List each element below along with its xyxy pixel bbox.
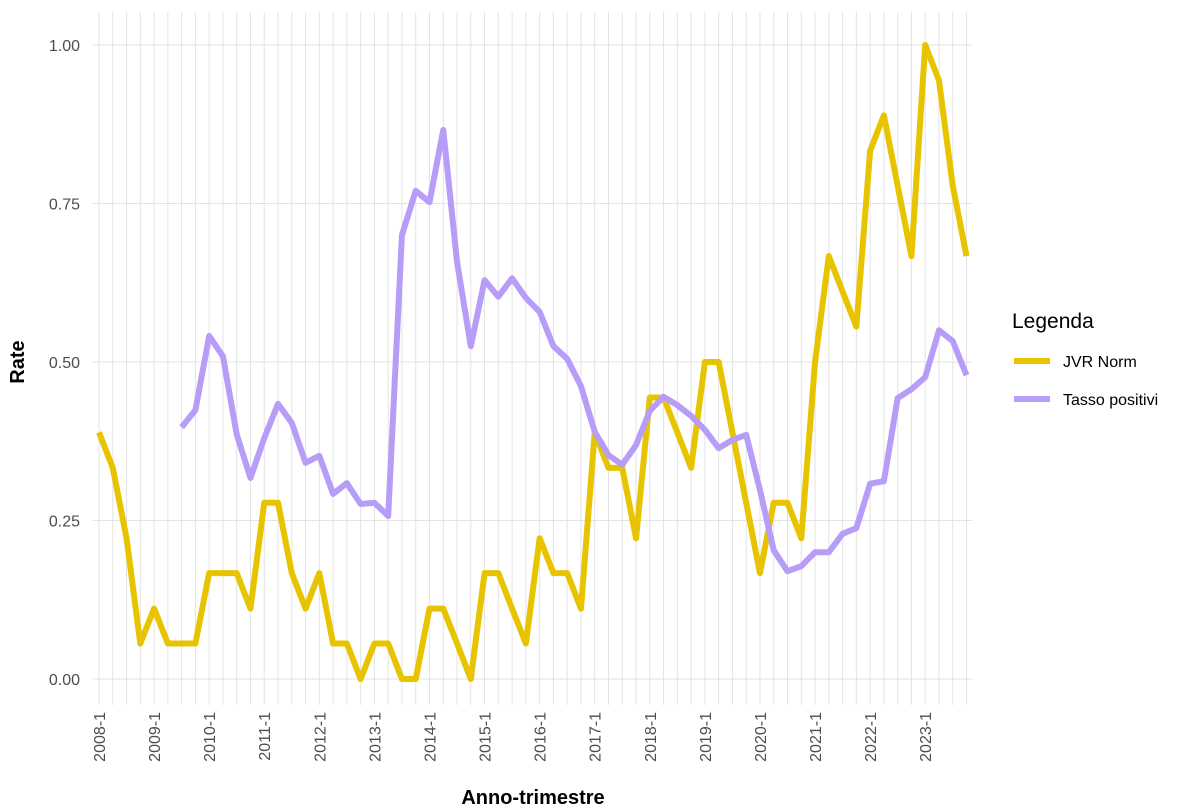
x-tick-label: 2013-1 bbox=[367, 712, 384, 762]
x-tick-label: 2022-1 bbox=[863, 712, 880, 762]
x-tick-label: 2014-1 bbox=[422, 712, 439, 762]
y-tick-label: 0.50 bbox=[49, 355, 80, 372]
grid bbox=[93, 12, 973, 705]
y-tick-label: 0.25 bbox=[49, 513, 80, 530]
x-tick-label: 2018-1 bbox=[643, 712, 660, 762]
x-tick-label: 2020-1 bbox=[753, 712, 770, 762]
x-tick-label: 2023-1 bbox=[918, 712, 935, 762]
x-tick-label: 2011-1 bbox=[257, 712, 274, 761]
y-tick-label: 1.00 bbox=[49, 38, 80, 55]
legend-title: Legenda bbox=[1012, 310, 1094, 333]
x-tick-label: 2012-1 bbox=[312, 712, 329, 762]
x-tick-label: 2019-1 bbox=[698, 712, 715, 762]
series-line bbox=[96, 41, 970, 683]
y-axis-title: Rate bbox=[7, 340, 29, 383]
x-tick-label: 2021-1 bbox=[808, 712, 825, 762]
x-axis-title: Anno-trimestre bbox=[461, 787, 604, 809]
x-tick-label: 2009-1 bbox=[147, 712, 164, 762]
x-tick-label: 2010-1 bbox=[202, 712, 219, 762]
series-line bbox=[179, 126, 970, 575]
legend-label: Tasso positivi bbox=[1063, 392, 1158, 409]
x-tick-label: 2015-1 bbox=[478, 712, 495, 762]
x-tick-label: 2008-1 bbox=[92, 712, 109, 762]
y-tick-label: 0.75 bbox=[49, 196, 80, 213]
x-tick-label: 2017-1 bbox=[588, 712, 605, 762]
x-tick-label: 2016-1 bbox=[533, 712, 550, 762]
legend-label: JVR Norm bbox=[1063, 354, 1137, 371]
y-tick-label: 0.00 bbox=[49, 672, 80, 689]
